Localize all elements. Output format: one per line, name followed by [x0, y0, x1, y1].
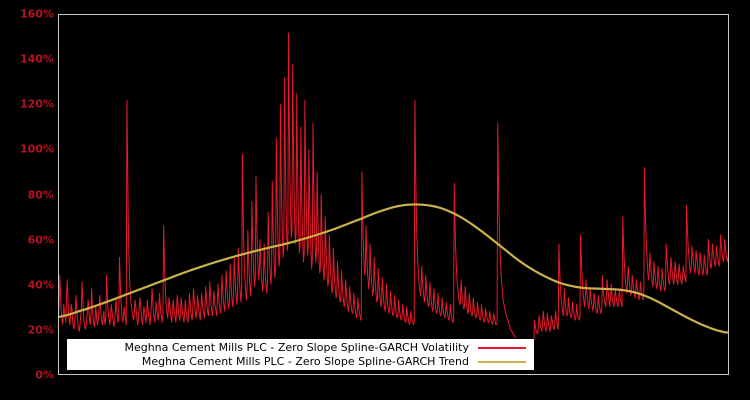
y-axis: 0% 20% 40% 60% 80% 100% 120% 140% 160%: [0, 0, 54, 400]
y-axis-tick-label: 100%: [20, 142, 54, 156]
chart-legend: Meghna Cement Mills PLC - Zero Slope Spl…: [66, 338, 535, 371]
y-axis-tick-label: 160%: [20, 7, 54, 21]
y-axis-tick-label: 60%: [27, 233, 54, 247]
y-axis-tick-label: 40%: [27, 278, 54, 292]
volatility-series-line: [59, 33, 728, 347]
y-axis-tick-label: 20%: [27, 323, 54, 337]
legend-label-trend: Meghna Cement Mills PLC - Zero Slope Spl…: [141, 354, 469, 368]
legend-item-volatility: Meghna Cement Mills PLC - Zero Slope Spl…: [67, 341, 530, 355]
trend-series-line: [59, 204, 728, 332]
plot-area: [58, 14, 729, 375]
legend-item-trend: Meghna Cement Mills PLC - Zero Slope Spl…: [67, 355, 530, 369]
y-axis-tick-label: 140%: [20, 52, 54, 66]
legend-swatch-trend: [478, 360, 526, 363]
legend-label-volatility: Meghna Cement Mills PLC - Zero Slope Spl…: [124, 340, 469, 354]
chart-svg: [59, 15, 728, 374]
y-axis-tick-label: 0%: [35, 368, 54, 382]
legend-swatch-volatility: [478, 346, 526, 349]
y-axis-tick-label: 80%: [27, 188, 54, 201]
y-axis-tick-label: 120%: [20, 97, 54, 111]
